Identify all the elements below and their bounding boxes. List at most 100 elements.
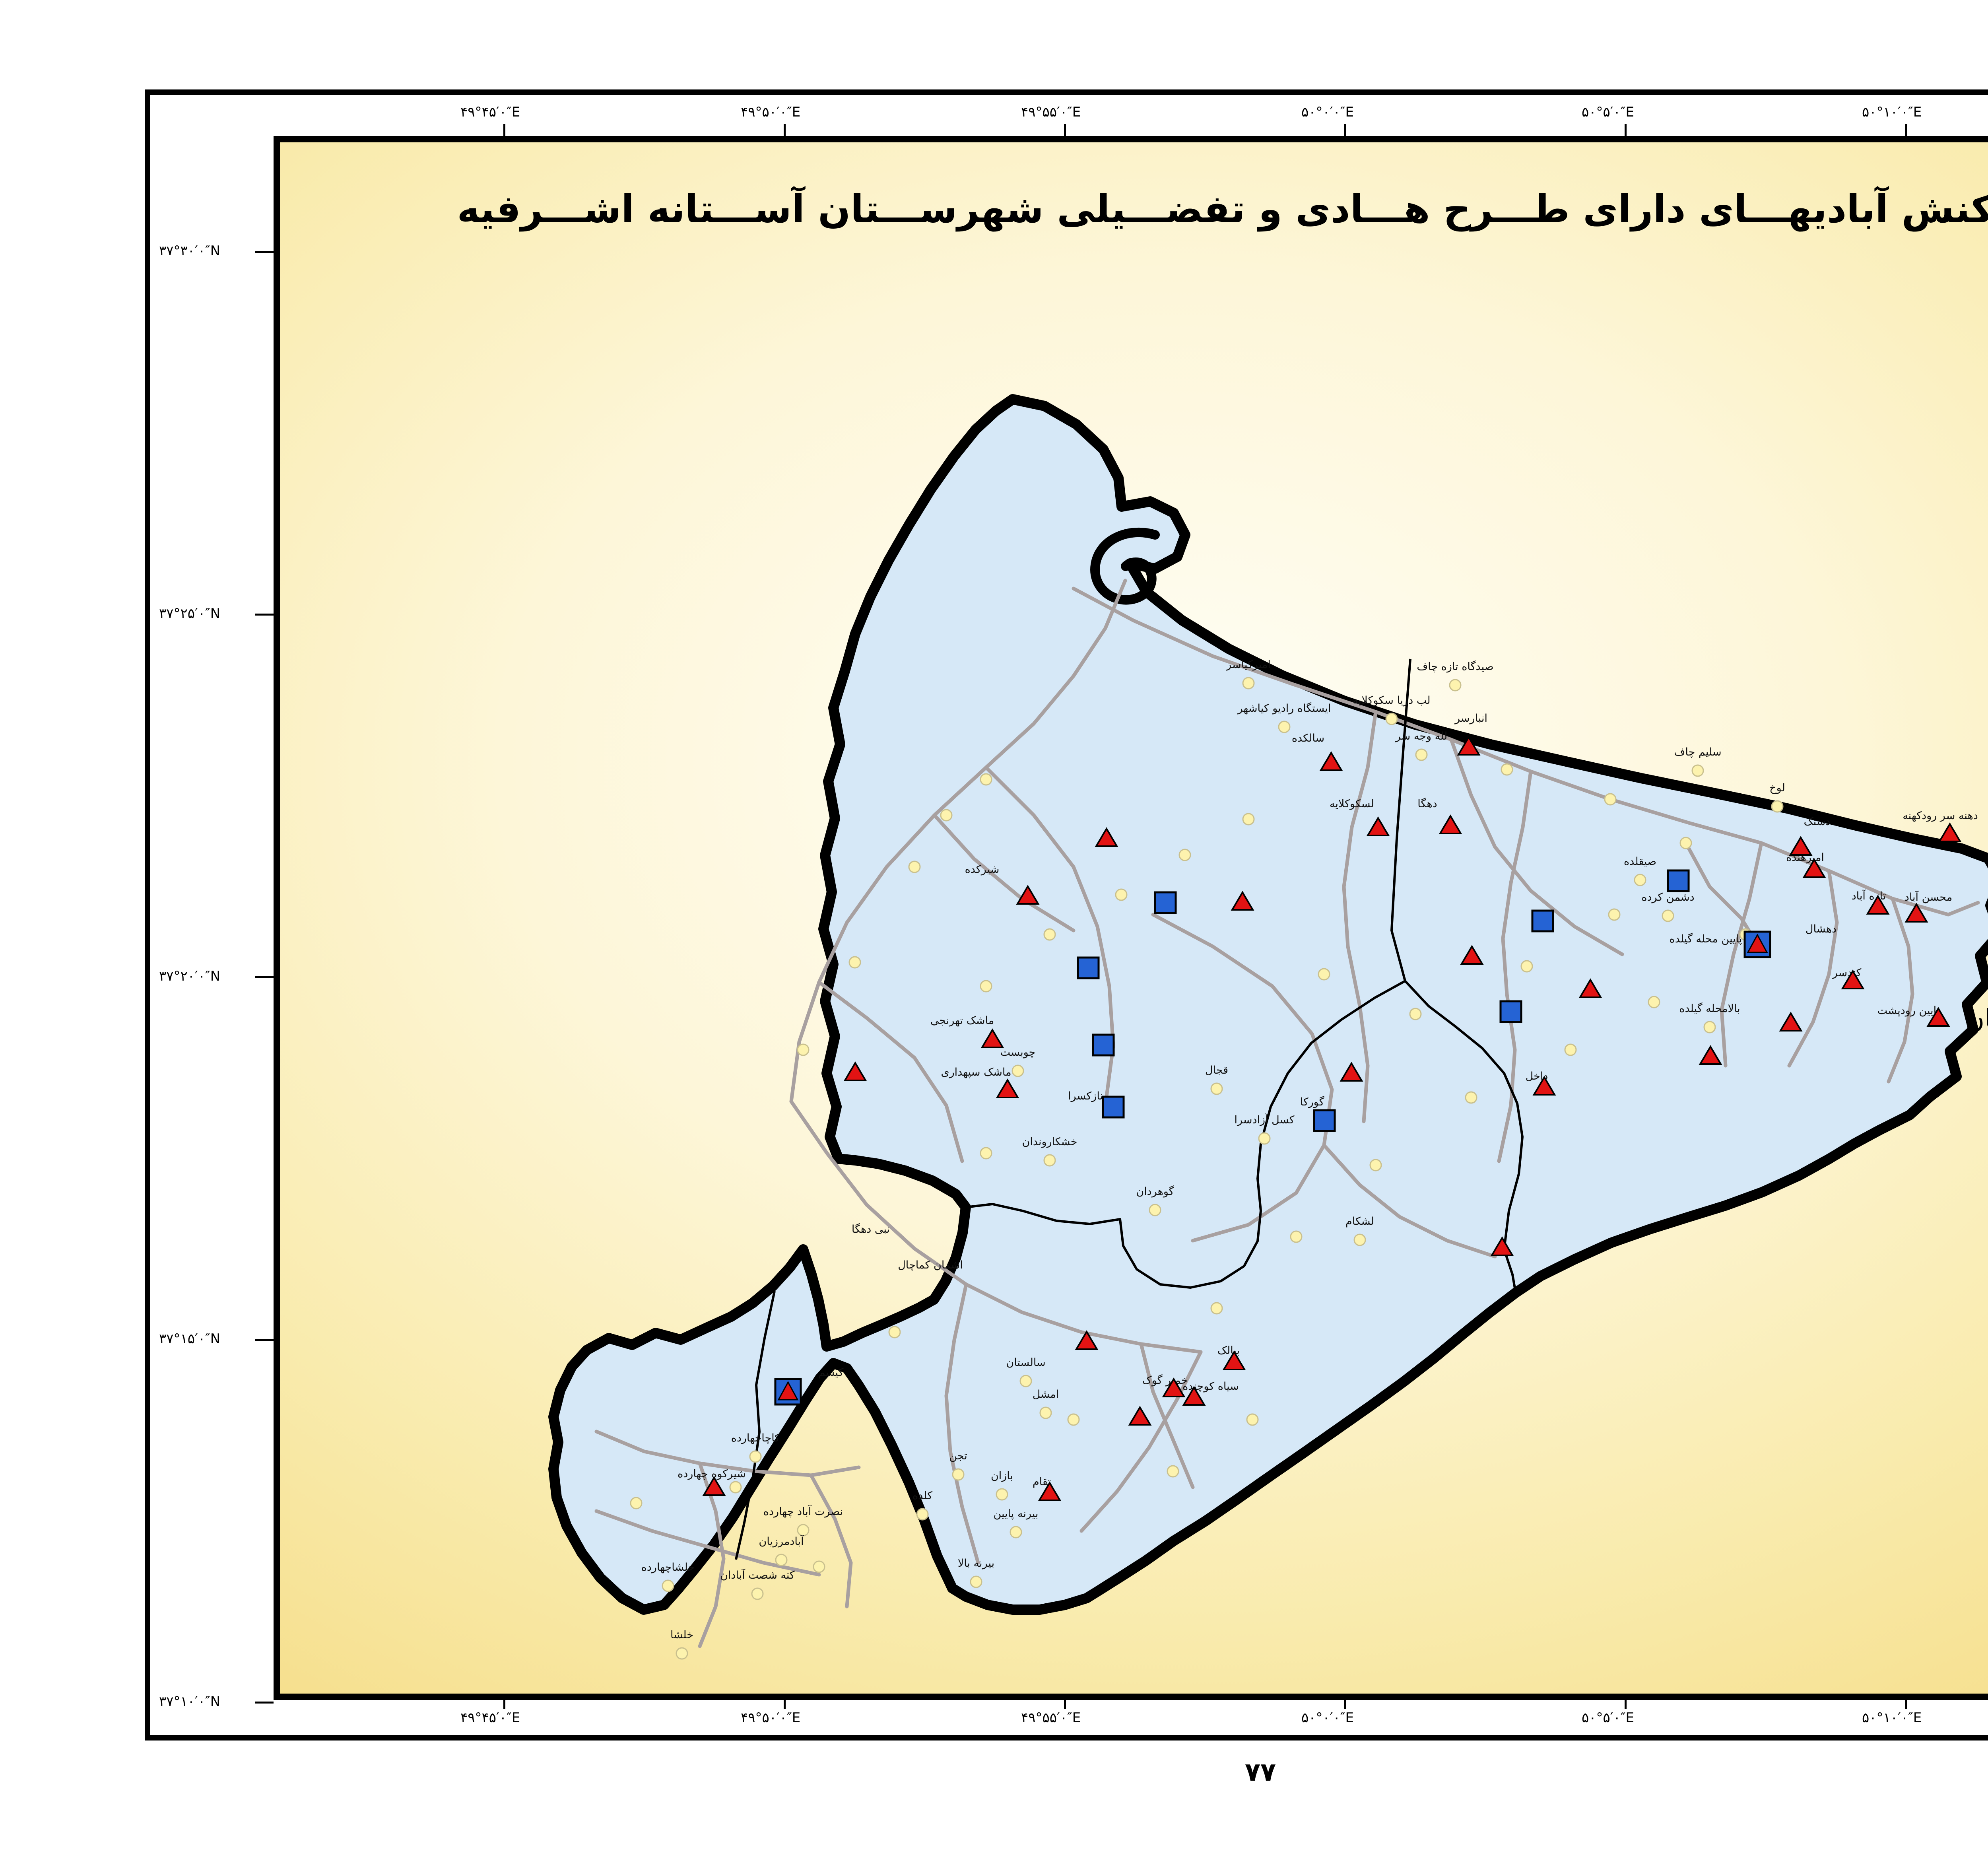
district-boundaries — [735, 659, 1524, 1560]
other-village-dot — [1564, 1043, 1577, 1056]
other-village-dot — [1520, 960, 1533, 973]
other-village-dot — [1043, 1154, 1056, 1167]
hadi-plan-marker — [1938, 822, 1962, 842]
village-label: خشکاروندان — [1022, 1136, 1077, 1148]
other-village-dot — [1210, 1302, 1223, 1315]
other-village-dot — [1679, 837, 1692, 849]
longitude-label-top: ۵۰°۵′۰″E — [1582, 104, 1634, 120]
latitude-label-left: ۳۷°۱۰′۰″N — [159, 1694, 221, 1709]
other-village-dot — [797, 1524, 810, 1537]
other-village-dot — [1039, 1406, 1052, 1419]
hadi-plan-marker — [1699, 1045, 1722, 1065]
other-village-dot — [1703, 1021, 1716, 1033]
combo-plan-marker-triangle — [777, 1381, 799, 1401]
village-label: لشکام — [1345, 1215, 1374, 1228]
village-label: دهگا — [1417, 797, 1437, 810]
map-title: نقشــه پـــراکنش آبادیهـــای دارای طـــر… — [457, 187, 1988, 231]
hadi-plan-marker — [1016, 885, 1040, 905]
hadi-plan-marker — [980, 1028, 1004, 1048]
village-label: سالکده — [1292, 732, 1324, 744]
other-village-dot — [1149, 1204, 1161, 1216]
tick-bottom — [1344, 1694, 1346, 1709]
county-boundary — [548, 394, 1988, 1615]
hadi-plan-marker — [1841, 969, 1865, 989]
village-label: سیاه کوچنده — [1182, 1380, 1239, 1393]
hadi-plan-marker — [1340, 1062, 1363, 1082]
other-village-dot — [813, 1560, 825, 1573]
hadi-plan-marker — [1578, 978, 1602, 998]
village-label: بیرنه پایین — [993, 1507, 1038, 1520]
other-village-dot — [916, 1508, 929, 1521]
hadi-plan-marker — [1222, 1350, 1246, 1370]
village-label: لوخ — [1769, 782, 1785, 794]
other-village-dot — [1019, 1375, 1032, 1387]
other-village-dot — [908, 861, 921, 873]
village-label: نازکسرا — [1068, 1090, 1103, 1102]
detailed-plan-marker — [1102, 1096, 1125, 1119]
hadi-plan-marker — [1460, 945, 1484, 965]
hadi-plan-marker — [1162, 1377, 1186, 1397]
village-label: گورکا — [1300, 1096, 1324, 1108]
village-label: شیرکده — [965, 863, 1000, 876]
neighbor-county-label: لاهیجــان — [1965, 1004, 1988, 1034]
tick-left — [255, 251, 274, 253]
hadi-plan-marker — [1128, 1406, 1152, 1426]
village-label: کیسم — [818, 1366, 843, 1379]
tick-left — [255, 614, 274, 616]
village-label: سلیم چاف — [1674, 746, 1721, 758]
tick-top — [1905, 124, 1907, 139]
village-label: تجن — [949, 1450, 967, 1462]
village-label: کلده — [912, 1490, 932, 1502]
latitude-label-left: ۳۷°۳۰′۰″N — [159, 243, 221, 259]
combo-plan-marker-triangle — [1747, 933, 1768, 953]
other-village-dot — [1662, 909, 1674, 922]
longitude-label-top: ۴۹°۵۰′۰″E — [741, 104, 801, 120]
latitude-label-left: ۳۷°۱۵′۰″N — [159, 1331, 221, 1347]
hadi-plan-marker — [1789, 836, 1813, 856]
other-village-dot — [1318, 968, 1330, 981]
hadi-plan-marker — [1366, 816, 1390, 836]
other-village-dot — [888, 1326, 901, 1338]
hadi-plan-marker — [1905, 903, 1928, 923]
village-label: پایین رودپشت — [1877, 1004, 1940, 1017]
other-village-dot — [980, 773, 992, 786]
village-label: نصرت آباد چهارده — [763, 1505, 843, 1518]
village-label: شیرکوه چهارده — [678, 1468, 746, 1480]
longitude-label-top: ۵۰°۰′۰″E — [1301, 104, 1354, 120]
other-village-dot — [996, 1488, 1008, 1501]
other-village-dot — [1409, 1008, 1422, 1020]
other-village-dot — [1242, 813, 1255, 826]
other-village-dot — [797, 1043, 810, 1056]
hadi-plan-marker — [1231, 891, 1254, 911]
other-village-dot — [1043, 928, 1056, 941]
village-label: ماشک سپهداری — [941, 1066, 1011, 1078]
other-village-dot — [1449, 679, 1462, 692]
other-village-dot — [1242, 677, 1255, 690]
village-label: لسکوکلایه — [1330, 798, 1374, 810]
other-village-dot — [1246, 1413, 1259, 1426]
tick-bottom — [503, 1694, 505, 1709]
village-label: خمیر گوک — [1142, 1374, 1188, 1387]
other-village-dot — [1010, 1526, 1022, 1538]
longitude-label-bottom: ۵۰°۱۰′۰″E — [1862, 1710, 1922, 1726]
hadi-plan-marker — [843, 1061, 867, 1081]
tick-top — [1064, 124, 1066, 139]
tick-left — [255, 1702, 274, 1704]
village-label: محسن آباد — [1905, 891, 1952, 903]
hadi-plan-marker — [996, 1078, 1019, 1098]
other-village-dot — [1771, 800, 1784, 813]
village-label: کاچاچهارده — [731, 1432, 780, 1444]
latitude-label-left: ۳۷°۲۵′۰″N — [159, 606, 221, 622]
tick-left — [255, 1339, 274, 1341]
hadi-plan-marker — [1038, 1481, 1062, 1501]
hadi-plan-marker — [1532, 1076, 1556, 1096]
other-village-dot — [751, 1587, 764, 1600]
other-village-dot — [676, 1647, 688, 1660]
tick-left — [255, 976, 274, 978]
other-village-dot — [940, 809, 953, 822]
detailed-plan-marker — [1499, 1000, 1522, 1023]
other-village-dot — [630, 1497, 643, 1509]
village-label: صیقلده — [1624, 855, 1656, 868]
other-village-dot — [1415, 748, 1428, 761]
